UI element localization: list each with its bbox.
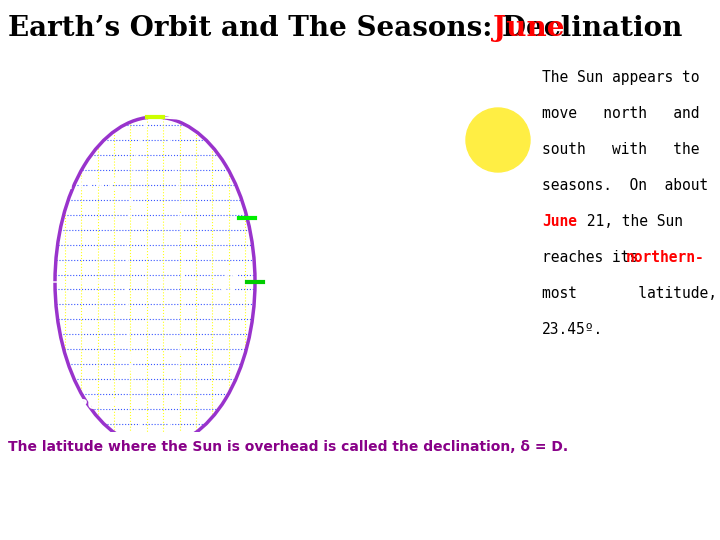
- Text: δ: δ: [219, 265, 241, 299]
- Text: The Sun appears to: The Sun appears to: [542, 70, 700, 85]
- Text: JUNE: JUNE: [323, 131, 367, 149]
- Text: 23.45º.: 23.45º.: [542, 322, 603, 337]
- Text: Earth’s Orbit and The Seasons: Declination: Earth’s Orbit and The Seasons: Declinati…: [8, 15, 692, 42]
- Text: June: June: [542, 214, 577, 229]
- Text: reaches its: reaches its: [542, 250, 647, 265]
- Circle shape: [466, 108, 530, 172]
- Text: 21, the Sun: 21, the Sun: [578, 214, 683, 229]
- Text: SOUTH POLE: SOUTH POLE: [18, 398, 118, 412]
- Text: June: June: [493, 15, 564, 42]
- Text: Yellow and blue dotted lines mark the hours. All along the dividing line between: Yellow and blue dotted lines mark the ho…: [8, 466, 562, 537]
- Text: move   north   and: move north and: [542, 106, 700, 121]
- Text: The latitude where the Sun is overhead is called the declination, δ = D.: The latitude where the Sun is overhead i…: [8, 440, 568, 454]
- Text: most       latitude,: most latitude,: [542, 286, 717, 301]
- Text: seasons.  On  about: seasons. On about: [542, 178, 708, 193]
- Text: NORTH POLE: NORTH POLE: [18, 178, 118, 192]
- Text: south   with   the: south with the: [542, 142, 700, 157]
- Text: northern-: northern-: [626, 250, 705, 265]
